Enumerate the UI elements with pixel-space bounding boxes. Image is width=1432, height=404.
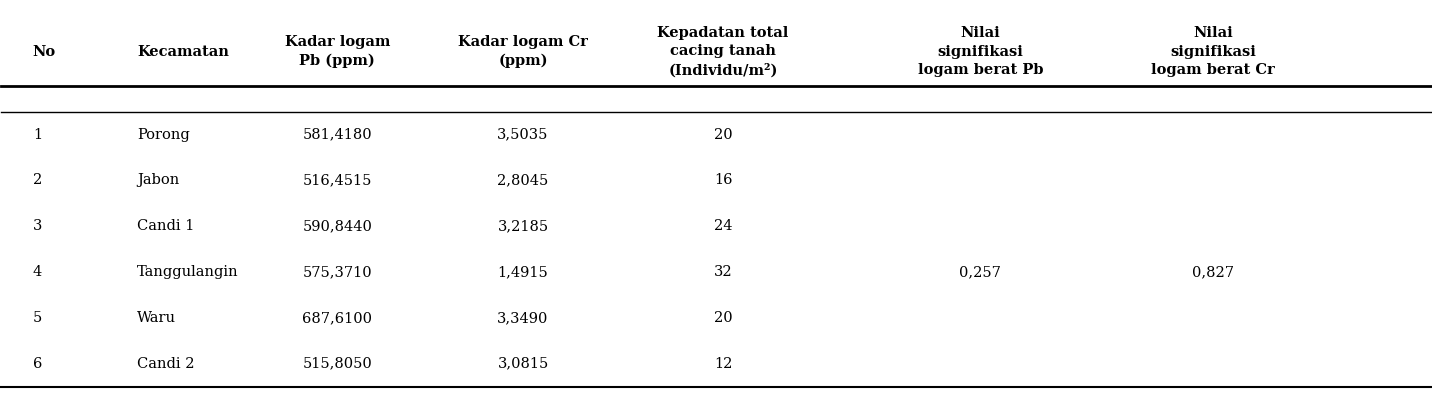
Text: 687,6100: 687,6100 xyxy=(302,311,372,325)
Text: Kepadatan total
cacing tanah
(Individu/m²): Kepadatan total cacing tanah (Individu/m… xyxy=(657,26,789,77)
Text: Tanggulangin: Tanggulangin xyxy=(137,265,239,279)
Text: 590,8440: 590,8440 xyxy=(302,219,372,233)
Text: 575,3710: 575,3710 xyxy=(302,265,372,279)
Text: 20: 20 xyxy=(713,128,732,142)
Text: 3,0815: 3,0815 xyxy=(497,357,548,370)
Text: 20: 20 xyxy=(713,311,732,325)
Text: 0,257: 0,257 xyxy=(959,265,1001,279)
Text: 581,4180: 581,4180 xyxy=(302,128,372,142)
Text: 2,8045: 2,8045 xyxy=(497,173,548,187)
Text: 5: 5 xyxy=(33,311,42,325)
Text: Nilai
signifikasi
logam berat Cr: Nilai signifikasi logam berat Cr xyxy=(1151,26,1276,77)
Text: 3,3490: 3,3490 xyxy=(497,311,548,325)
Text: Waru: Waru xyxy=(137,311,176,325)
Text: 12: 12 xyxy=(715,357,732,370)
Text: Kadar logam Cr
(ppm): Kadar logam Cr (ppm) xyxy=(458,35,589,68)
Text: 4: 4 xyxy=(33,265,42,279)
Text: 516,4515: 516,4515 xyxy=(302,173,372,187)
Text: Kadar logam
Pb (ppm): Kadar logam Pb (ppm) xyxy=(285,35,390,68)
Text: Jabon: Jabon xyxy=(137,173,179,187)
Text: Kecamatan: Kecamatan xyxy=(137,44,229,59)
Text: Candi 1: Candi 1 xyxy=(137,219,195,233)
Text: 2: 2 xyxy=(33,173,42,187)
Text: No: No xyxy=(33,44,56,59)
Text: 32: 32 xyxy=(713,265,732,279)
Text: 3,2185: 3,2185 xyxy=(497,219,548,233)
Text: 3,5035: 3,5035 xyxy=(497,128,548,142)
Text: 0,827: 0,827 xyxy=(1193,265,1234,279)
Text: Nilai
signifikasi
logam berat Pb: Nilai signifikasi logam berat Pb xyxy=(918,26,1042,77)
Text: 16: 16 xyxy=(715,173,732,187)
Text: 24: 24 xyxy=(715,219,732,233)
Text: 1: 1 xyxy=(33,128,42,142)
Text: 6: 6 xyxy=(33,357,42,370)
Text: 3: 3 xyxy=(33,219,42,233)
Text: 1,4915: 1,4915 xyxy=(498,265,548,279)
Text: Porong: Porong xyxy=(137,128,190,142)
Text: 515,8050: 515,8050 xyxy=(302,357,372,370)
Text: Candi 2: Candi 2 xyxy=(137,357,195,370)
